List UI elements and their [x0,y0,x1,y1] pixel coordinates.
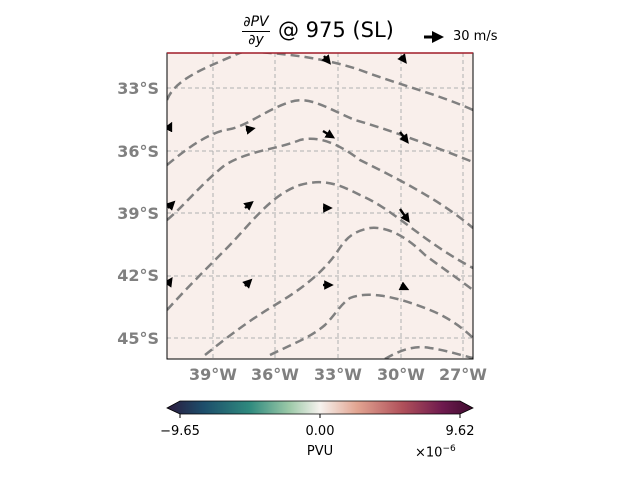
wind-arrow [167,277,173,288]
contour-line [167,181,473,311]
title-level: @ 975 (SL) [278,18,394,42]
lat-tick-42s: 42°S [117,266,159,285]
fraction-bar [242,31,270,32]
wind-arrow [322,129,336,139]
wind-arrow [398,281,410,291]
contour-line [204,226,473,356]
wind-arrow [399,208,410,223]
wind-arrow [399,131,409,144]
lon-tick-33w: 33°W [314,365,362,384]
contour-line [167,53,473,112]
title-numerator: ∂PV [243,14,269,30]
contour-line [167,137,473,229]
wind-arrow [167,121,173,133]
title-denominator: ∂y [248,32,264,48]
wind-arrow [242,278,253,289]
colorbar-tick-min: −9.65 [160,424,200,439]
wind-arrow [321,54,331,65]
colorbar-tick-zero: 0.00 [305,424,335,439]
contour-line [384,345,473,359]
colorbar-exponent-base: ×10 [415,445,443,461]
lat-tick-36s: 36°S [117,142,159,161]
colorbar-unit-label: PVU [306,444,334,459]
wind-arrow [397,53,407,64]
lon-tick-27w: 27°W [439,365,487,384]
colorbar-tick-max: 9.62 [445,424,475,439]
lat-tick-39s: 39°S [117,204,159,223]
wind-arrow [243,201,254,211]
lon-tick-30w: 30°W [377,365,425,384]
wind-vectors [167,53,410,291]
colorbar [166,400,474,415]
lon-tick-39w: 39°W [189,365,237,384]
lon-tick-36w: 36°W [251,365,299,384]
title-fraction: ∂PV ∂y [236,14,276,50]
colorbar-exponent-power: −6 [442,444,456,454]
contour-line [269,293,473,357]
colorbar-exponent: ×10−6 [415,444,456,460]
wind-arrow [245,125,256,135]
wind-arrow [167,200,176,211]
lat-tick-33s: 33°S [117,79,159,98]
quiver-key-label: 30 m/s [453,29,498,44]
lat-tick-45s: 45°S [117,329,159,348]
